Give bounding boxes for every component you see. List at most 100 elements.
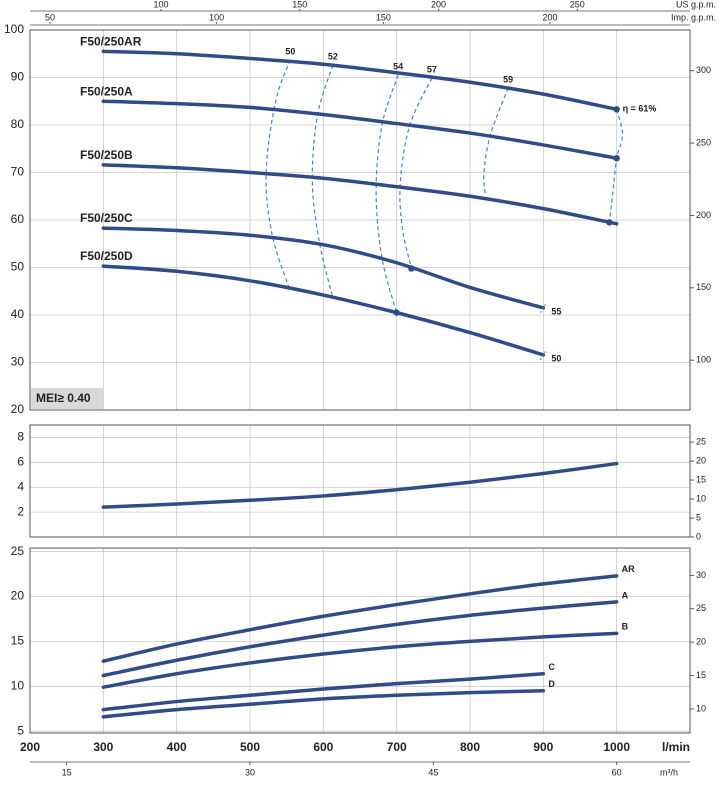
top-tick-label: 200 — [431, 0, 446, 9]
y-tick-label: 50 — [11, 260, 25, 274]
y-tick-label: 10 — [11, 678, 25, 692]
series-label: F50/250AR — [80, 35, 142, 49]
marker — [613, 106, 620, 113]
top-tick-label: 150 — [376, 12, 391, 22]
efficiency-curve — [375, 74, 399, 314]
annotation-box — [31, 388, 103, 409]
y2-tick-label: 250 — [696, 137, 711, 147]
series-label: C — [548, 662, 555, 672]
end-tick — [539, 349, 547, 361]
curve — [101, 600, 619, 678]
x-tick-label: 600 — [313, 740, 333, 754]
y-tick-label: 5 — [17, 723, 24, 737]
efficiency-label: η = 61% — [623, 104, 657, 114]
marker — [613, 155, 620, 162]
y-tick-label: 70 — [11, 165, 25, 179]
y2-tick-label: 30 — [696, 570, 706, 580]
top-axis-label: Imp. g.p.m. — [671, 12, 716, 22]
curve — [101, 461, 619, 509]
efficiency-label: 50 — [285, 46, 295, 56]
curve — [101, 574, 619, 663]
y2-tick-label: 5 — [696, 512, 701, 522]
y2-tick-label: 20 — [696, 455, 706, 465]
top-tick-label: 200 — [542, 12, 557, 22]
marker — [606, 219, 613, 226]
y2-tick-label: 10 — [696, 703, 706, 713]
efficiency-label: 54 — [393, 62, 403, 72]
y-tick-label: 60 — [11, 212, 25, 226]
bottom-tick-label: 45 — [428, 767, 438, 777]
y2-tick-label: 200 — [696, 210, 711, 220]
curve — [101, 49, 619, 112]
x-tick-label: 300 — [93, 740, 113, 754]
y2-tick-label: 20 — [696, 637, 706, 647]
series-label: AR — [622, 564, 635, 574]
x-tick-label: 500 — [240, 740, 260, 754]
y2-tick-label: 25 — [696, 436, 706, 446]
series-label: D — [548, 679, 555, 689]
top-axis-label: US g.p.m. — [676, 0, 716, 9]
y-tick-label: 30 — [11, 355, 25, 369]
x-tick-label: 1000 — [603, 740, 630, 754]
efficiency-curve — [311, 64, 334, 299]
x-tick-label: 900 — [533, 740, 553, 754]
curve — [101, 631, 619, 689]
y-tick-label: 80 — [11, 117, 25, 131]
series-label: B — [622, 622, 629, 632]
y2-tick-label: 25 — [696, 603, 706, 613]
y2-tick-label: 10 — [696, 493, 706, 503]
series-label: A — [622, 590, 629, 600]
bottom-tick-label: 30 — [245, 767, 255, 777]
x-tick-label: 800 — [460, 740, 480, 754]
end-label: 50 — [551, 353, 561, 363]
y-tick-label: 20 — [11, 589, 25, 603]
top-tick-label: 50 — [45, 12, 55, 22]
x-tick-label: 200 — [20, 740, 40, 754]
x-tick-label: 700 — [387, 740, 407, 754]
bottom-tick-label: 15 — [62, 767, 72, 777]
y2-tick-label: 0 — [696, 531, 701, 541]
y-tick-label: 2 — [17, 504, 24, 518]
top-tick-label: 100 — [153, 0, 168, 9]
y2-tick-label: 15 — [696, 474, 706, 484]
y-tick-label: 25 — [11, 544, 25, 558]
curve — [101, 689, 546, 719]
y-tick-label: 4 — [17, 479, 24, 493]
curve — [101, 671, 546, 712]
bottom-tick-label: 60 — [612, 767, 622, 777]
curve — [101, 99, 619, 160]
top-tick-label: 250 — [570, 0, 585, 9]
series-label: F50/250B — [80, 148, 133, 162]
plot-frame — [29, 424, 691, 538]
efficiency-label: 59 — [503, 74, 513, 84]
annotation: MEI≥ 0.40 — [36, 391, 91, 405]
y2-tick-label: 150 — [696, 282, 711, 292]
plot-frame — [29, 29, 691, 411]
y-tick-label: 20 — [11, 402, 25, 416]
series-label: F50/250A — [80, 84, 133, 98]
y-tick-label: 90 — [11, 70, 25, 84]
top-tick-label: 100 — [209, 12, 224, 22]
top-tick-label: 150 — [292, 0, 307, 9]
y2-tick-label: 15 — [696, 670, 706, 680]
marker — [408, 265, 415, 272]
efficiency-curve — [399, 77, 433, 271]
y2-tick-label: 100 — [696, 355, 711, 365]
plot-frame — [29, 547, 691, 734]
efficiency-label: 52 — [328, 52, 338, 62]
curve — [101, 264, 546, 357]
end-tick — [539, 302, 547, 314]
x-axis-label: l/min — [662, 740, 690, 754]
bottom-axis-label: m³/h — [660, 767, 678, 777]
x-tick-label: 400 — [167, 740, 187, 754]
y-tick-label: 100 — [4, 22, 24, 36]
y2-tick-label: 300 — [696, 65, 711, 75]
efficiency-label: 57 — [427, 64, 437, 74]
efficiency-curve — [608, 109, 624, 223]
end-label: 55 — [551, 306, 561, 316]
series-label: F50/250C — [80, 211, 133, 225]
y-tick-label: 6 — [17, 455, 24, 469]
efficiency-curve — [483, 87, 509, 195]
marker — [393, 309, 400, 316]
